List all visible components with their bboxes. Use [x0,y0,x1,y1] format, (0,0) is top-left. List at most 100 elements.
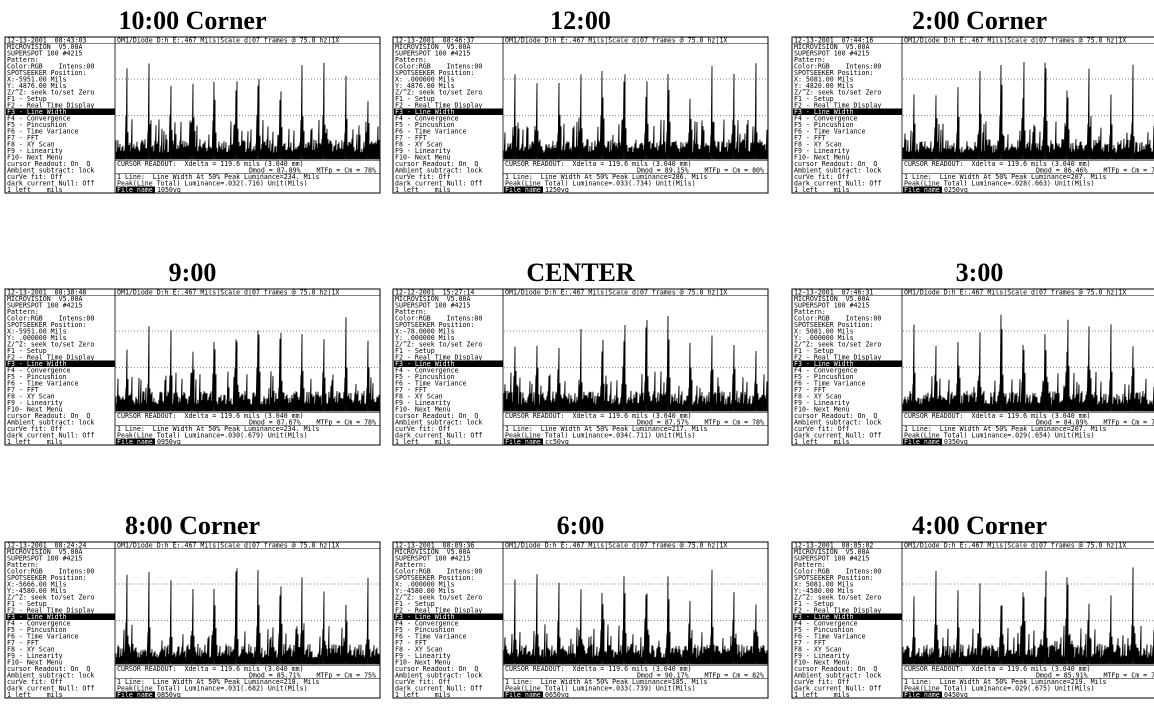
screen-line: F6 - Time Variance [794,127,865,135]
file-label-box [116,186,155,193]
screen-line: SUPERSPOT 100 #4215 [395,49,470,57]
waveform [902,567,1154,665]
cursor-dmod: Dmod = 85.71% MTFp = Cm = 75% [249,671,376,679]
screen-line: Color:RGB Intens:00 [395,314,482,322]
panel-title: 6:00 [557,511,605,540]
file-label-box [903,438,942,445]
screen-line: cursor Readout: On Q [395,665,478,673]
line-width: 1 Line: Line Width At 50% Peak Luminance… [117,678,319,686]
screen-line: F9 - Linearity [7,399,63,407]
top-bar: OM1/Diode D:h E:.467 Mils|Scale d|07 fra… [505,288,727,296]
screen-line: F1 - Setup [395,347,435,355]
screen-line: F10- Next Menu [7,405,63,413]
screen-line: Y: 4876.00 Mils [7,82,67,90]
screen-line: Color:RGB Intens:00 [7,314,94,322]
screen-line: SPOTSEEKER Position: [395,574,474,582]
screen-line: F4 - Convergence [395,619,459,627]
screen-line: F8 - XY Scan [395,645,443,653]
screen-line: F1 - Setup [794,347,834,355]
file-label: File name [117,438,153,446]
screen-line: F10- Next Menu [794,153,850,161]
top-bar: OM1/Diode D:h E:.467 Mils|Scale d|07 fra… [904,36,1126,44]
screen-line: Y: .000000 Mils [794,334,854,342]
cursor-dmod: Dmod = 87.57% MTFp = Cm = 78% [637,418,764,426]
screen-line: X: .000000 Mils [395,75,455,83]
screen-line: 12-13-2001 08:46:37 [395,36,474,44]
file-label-box [903,691,942,698]
screen-line: F6 - Time Variance [7,632,78,640]
screen-line: F10- Next Menu [7,153,63,161]
file-label: File name [505,186,541,194]
cursor-dmod: Dmod = 89.15% MTFp = Cm = 80% [637,166,764,174]
screen-line: curVe fit: Off [794,425,850,433]
panel: 10:00 Corner 12-13-2001 08:43:03MICROVISI… [4,6,381,194]
panel-title: 10:00 Corner [118,6,266,35]
menu-highlight [6,613,115,620]
screen-line: SPOTSEEKER Position: [7,574,86,582]
top-bar: OM1/Diode D:h E:.467 Mils|Scale d|07 fra… [505,541,727,549]
screen-line: MICROVISION V5.00A [7,548,82,556]
cursor-dmod: Dmod = 86.46% MTFp = Cm = 76% [1036,166,1154,174]
screen-line: F5 - Pincushion [794,626,854,634]
screen-line: F7 - FFT [794,386,826,394]
screen-line: 1 left mils [7,186,63,194]
screen-line: 12-13-2001 08:43:03 [7,36,86,44]
screen-line: X:-5666.00 Mils [7,580,67,588]
screen-line: curVe fit: Off [794,678,850,686]
panel-title: 12:00 [550,6,611,35]
screen-line: Color:RGB Intens:00 [395,62,482,70]
screen-line: Pattern: [7,56,39,64]
screen-line: F8 - XY Scan [395,392,443,400]
screen-line: F7 - FFT [395,639,427,647]
screen-line: 1 left mils [794,186,850,194]
screen-line: cursor Readout: On Q [794,412,877,420]
file-label-box [116,691,155,698]
screen-line: Pattern: [794,561,826,569]
screen-line: X: 5081.00 Mils [794,580,854,588]
waveform [115,62,380,160]
screen-line: F9 - Linearity [794,399,850,407]
screen-line: cursor Readout: On Q [794,665,877,673]
screen-line: F8 - XY Scan [7,392,55,400]
screen-line: Z/^Z: seek to/set Zero [794,340,881,348]
screen-line: cursor Readout: On Q [794,160,877,168]
screen-line: cursor Readout: On Q [395,412,478,420]
screen-line: MICROVISION V5.00A [7,295,82,303]
line-width: 1 Line: Line Width At 50% Peak Luminance… [117,425,319,433]
screen-line: Z/^Z: seek to/set Zero [7,593,94,601]
cursor-header: CURSOR READOUT: Xdelta = 119.6 mils (3.0… [904,665,1091,673]
screen-line: Ambient subtract: lock [7,166,94,174]
cursor-dmod: Dmod = 84.89% MTFp = Cm = 74% [1036,418,1154,426]
screen-line: curVe fit: Off [794,173,850,181]
screen-line: F10- Next Menu [7,658,63,666]
luminance: Peak(Line Total) Luminance=.031(.682) Un… [117,684,308,692]
screen-line: F6 - Time Variance [794,379,865,387]
screen-line: Pattern: [7,308,39,316]
screen-line: SPOTSEEKER Position: [794,574,873,582]
screen-line: Ambient subtract: lock [794,671,881,679]
screen-line: Pattern: [794,56,826,64]
screen-line: cursor Readout: On Q [7,412,90,420]
screen-line: dark current Null: Off [7,179,94,187]
screen-line: Z/^Z: seek to/set Zero [7,340,94,348]
screen-line: X:-5951.00 Mils [7,327,67,335]
screen-line: F1 - Setup [7,347,47,355]
screen-line: X: .000000 Mils [395,580,455,588]
screen-line: F3 - Line Width [395,360,455,368]
top-bar: OM1/Diode D:h E:.467 Mils|Scale d|07 fra… [117,36,339,44]
file-name: 0250vg [944,186,968,194]
screen-line: curVe fit: Off [395,425,451,433]
screen-line: F7 - FFT [7,386,39,394]
screen-line: F8 - XY Scan [7,140,55,148]
screen-line: F8 - XY Scan [794,392,842,400]
panel: 4:00 Corner 12-13-2001 08:05:02MICROVISIO… [791,511,1154,699]
screen-line: F10- Next Menu [395,658,451,666]
screen-line: F8 - XY Scan [794,645,842,653]
screen-line: F3 - Line Width [7,108,67,116]
waveform [902,61,1154,160]
screen-line: F4 - Convergence [794,619,858,627]
menu-highlight [394,108,503,115]
screen-line: Y: 4876.00 Mils [395,82,455,90]
